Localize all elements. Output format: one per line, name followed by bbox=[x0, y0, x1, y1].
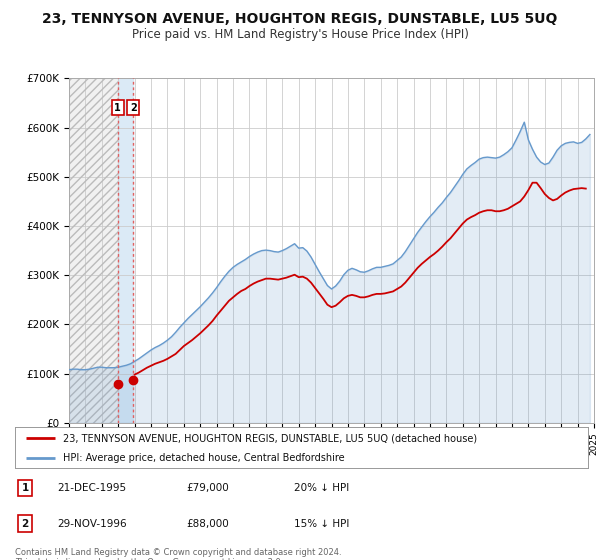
Text: 1: 1 bbox=[22, 483, 29, 493]
Text: £88,000: £88,000 bbox=[186, 519, 229, 529]
Text: HPI: Average price, detached house, Central Bedfordshire: HPI: Average price, detached house, Cent… bbox=[62, 452, 344, 463]
Text: 23, TENNYSON AVENUE, HOUGHTON REGIS, DUNSTABLE, LU5 5UQ: 23, TENNYSON AVENUE, HOUGHTON REGIS, DUN… bbox=[43, 12, 557, 26]
Text: 29-NOV-1996: 29-NOV-1996 bbox=[57, 519, 127, 529]
Text: 20% ↓ HPI: 20% ↓ HPI bbox=[294, 483, 349, 493]
Text: 2: 2 bbox=[130, 103, 137, 113]
Text: 2: 2 bbox=[22, 519, 29, 529]
Text: Contains HM Land Registry data © Crown copyright and database right 2024.
This d: Contains HM Land Registry data © Crown c… bbox=[15, 548, 341, 560]
Text: 23, TENNYSON AVENUE, HOUGHTON REGIS, DUNSTABLE, LU5 5UQ (detached house): 23, TENNYSON AVENUE, HOUGHTON REGIS, DUN… bbox=[62, 433, 476, 443]
Text: 15% ↓ HPI: 15% ↓ HPI bbox=[294, 519, 349, 529]
Bar bbox=[118, 78, 133, 423]
Text: 21-DEC-1995: 21-DEC-1995 bbox=[57, 483, 126, 493]
Bar bbox=[69, 78, 118, 423]
Text: Price paid vs. HM Land Registry's House Price Index (HPI): Price paid vs. HM Land Registry's House … bbox=[131, 28, 469, 41]
Text: £79,000: £79,000 bbox=[186, 483, 229, 493]
Bar bbox=[69, 78, 118, 423]
Text: 1: 1 bbox=[115, 103, 121, 113]
